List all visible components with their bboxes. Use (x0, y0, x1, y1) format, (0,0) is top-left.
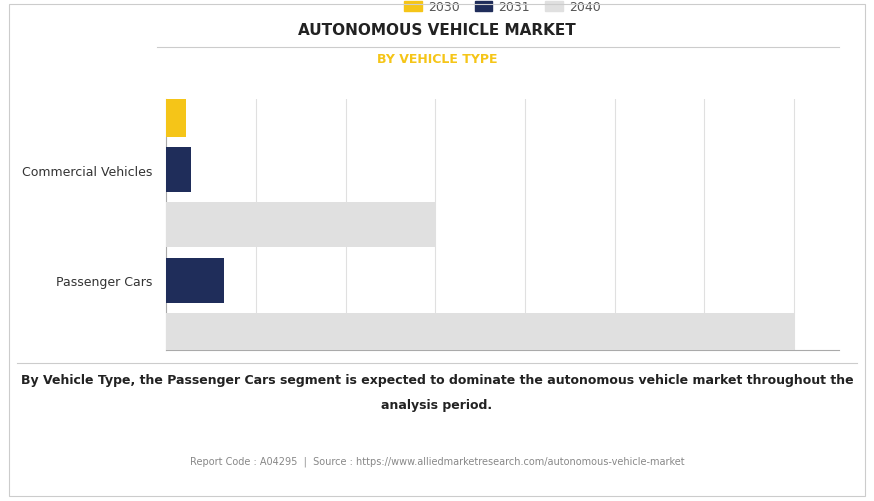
Bar (166, 203, 435, 248)
Legend: 2030, 2031, 2040: 2030, 2031, 2040 (399, 0, 606, 19)
Text: AUTONOMOUS VEHICLE MARKET: AUTONOMOUS VEHICLE MARKET (298, 23, 576, 38)
Bar (166, 93, 186, 138)
Bar (166, 313, 794, 358)
Bar (166, 258, 225, 303)
Text: analysis period.: analysis period. (381, 398, 493, 411)
Text: Report Code : A04295  |  Source : https://www.alliedmarketresearch.com/autonomou: Report Code : A04295 | Source : https://… (190, 456, 684, 466)
Bar (166, 148, 191, 193)
Text: BY VEHICLE TYPE: BY VEHICLE TYPE (377, 53, 497, 66)
Bar (166, 203, 214, 248)
Text: By Vehicle Type, the Passenger Cars segment is expected to dominate the autonomo: By Vehicle Type, the Passenger Cars segm… (21, 373, 853, 386)
